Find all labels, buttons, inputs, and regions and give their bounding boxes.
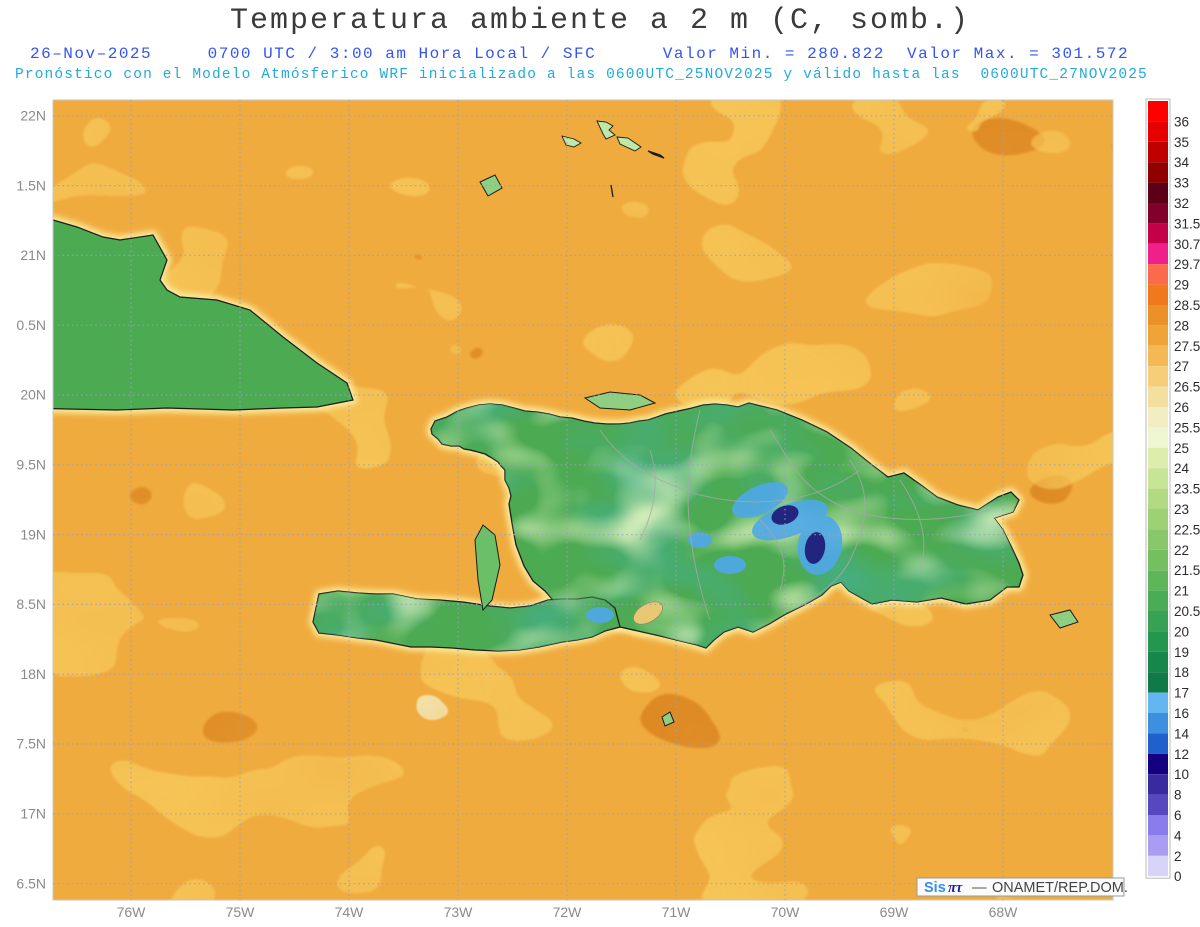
svg-text:75W: 75W [226, 904, 256, 920]
svg-text:30.7: 30.7 [1174, 237, 1200, 252]
svg-text:1.5N: 1.5N [16, 177, 46, 193]
svg-text:35: 35 [1174, 135, 1189, 150]
svg-text:27.5: 27.5 [1174, 339, 1200, 354]
svg-text:24: 24 [1174, 461, 1190, 476]
svg-text:18: 18 [1174, 665, 1189, 680]
svg-text:7.5N: 7.5N [16, 736, 46, 752]
svg-text:19: 19 [1174, 645, 1189, 660]
svg-text:69W: 69W [880, 904, 910, 920]
svg-text:34: 34 [1174, 155, 1190, 170]
svg-text:29.7: 29.7 [1174, 257, 1200, 272]
svg-text:9.5N: 9.5N [16, 457, 46, 473]
svg-text:23: 23 [1174, 502, 1189, 517]
svg-text:27: 27 [1174, 359, 1189, 374]
svg-text:21.5: 21.5 [1174, 563, 1200, 578]
svg-text:14: 14 [1174, 726, 1190, 741]
svg-text:2: 2 [1174, 849, 1182, 864]
svg-text:—: — [972, 880, 987, 896]
svg-text:6: 6 [1174, 808, 1182, 823]
svg-text:6.5N: 6.5N [16, 875, 46, 891]
svg-text:12: 12 [1174, 747, 1189, 762]
svg-text:29: 29 [1174, 278, 1189, 293]
svg-text:76W: 76W [117, 904, 147, 920]
svg-text:28: 28 [1174, 318, 1189, 333]
svg-text:74W: 74W [335, 904, 365, 920]
svg-text:17: 17 [1174, 686, 1189, 701]
svg-text:72W: 72W [553, 904, 583, 920]
svg-text:26: 26 [1174, 400, 1189, 415]
svg-text:4: 4 [1174, 828, 1182, 843]
svg-text:18N: 18N [20, 666, 46, 682]
svg-text:32: 32 [1174, 196, 1189, 211]
svg-text:22N: 22N [20, 108, 46, 124]
svg-text:26.5: 26.5 [1174, 380, 1200, 395]
svg-text:71W: 71W [662, 904, 692, 920]
svg-text:21: 21 [1174, 584, 1189, 599]
svg-text:36: 36 [1174, 114, 1189, 129]
svg-text:20.5: 20.5 [1174, 604, 1200, 619]
svg-text:28.5: 28.5 [1174, 298, 1200, 313]
svg-text:8.5N: 8.5N [16, 596, 46, 612]
svg-text:23.5: 23.5 [1174, 482, 1200, 497]
svg-text:22: 22 [1174, 543, 1189, 558]
svg-text:22.5: 22.5 [1174, 522, 1200, 537]
svg-text:20N: 20N [20, 387, 46, 403]
svg-text:21N: 21N [20, 247, 46, 263]
svg-text:17N: 17N [20, 806, 46, 822]
svg-text:73W: 73W [444, 904, 474, 920]
svg-text:16: 16 [1174, 706, 1189, 721]
svg-text:70W: 70W [771, 904, 801, 920]
svg-text:19N: 19N [20, 526, 46, 542]
svg-text:Sis: Sis [924, 880, 946, 896]
svg-text:ONAMET/REP.DOM.: ONAMET/REP.DOM. [992, 880, 1128, 896]
svg-text:10: 10 [1174, 767, 1189, 782]
svg-text:20: 20 [1174, 624, 1189, 639]
svg-text:0: 0 [1174, 869, 1182, 884]
svg-text:31.5: 31.5 [1174, 216, 1200, 231]
svg-text:πτ: πτ [948, 880, 963, 896]
svg-text:25.5: 25.5 [1174, 420, 1200, 435]
svg-text:8: 8 [1174, 788, 1182, 803]
svg-text:68W: 68W [989, 904, 1019, 920]
svg-text:0.5N: 0.5N [16, 317, 46, 333]
svg-text:33: 33 [1174, 176, 1189, 191]
svg-text:25: 25 [1174, 441, 1189, 456]
